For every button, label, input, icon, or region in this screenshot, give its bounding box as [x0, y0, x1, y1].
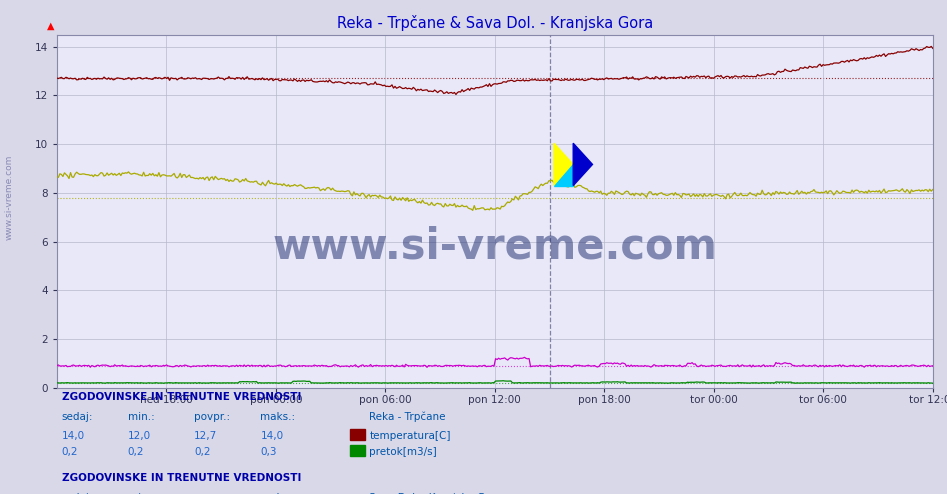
Polygon shape	[554, 165, 573, 186]
Text: pretok[m3/s]: pretok[m3/s]	[369, 447, 438, 457]
Text: 0,3: 0,3	[260, 447, 277, 457]
Text: ZGODOVINSKE IN TRENUTNE VREDNOSTI: ZGODOVINSKE IN TRENUTNE VREDNOSTI	[62, 473, 301, 483]
Text: 12,7: 12,7	[194, 431, 218, 441]
Text: 12,0: 12,0	[128, 431, 151, 441]
Text: Reka - Trpčane: Reka - Trpčane	[369, 412, 446, 422]
Text: ▲: ▲	[46, 21, 54, 31]
Text: www.si-vreme.com: www.si-vreme.com	[273, 225, 717, 268]
Text: temperatura[C]: temperatura[C]	[369, 431, 451, 441]
Text: povpr.:: povpr.:	[194, 493, 230, 494]
Polygon shape	[554, 143, 573, 186]
Text: maks.:: maks.:	[260, 412, 295, 422]
Text: sedaj:: sedaj:	[62, 493, 93, 494]
Text: sedaj:: sedaj:	[62, 412, 93, 422]
Text: min.:: min.:	[128, 493, 154, 494]
Text: povpr.:: povpr.:	[194, 412, 230, 422]
Text: www.si-vreme.com: www.si-vreme.com	[5, 155, 14, 240]
Title: Reka - Trpčane & Sava Dol. - Kranjska Gora: Reka - Trpčane & Sava Dol. - Kranjska Go…	[337, 15, 652, 31]
Text: ZGODOVINSKE IN TRENUTNE VREDNOSTI: ZGODOVINSKE IN TRENUTNE VREDNOSTI	[62, 392, 301, 402]
Polygon shape	[573, 143, 593, 186]
Text: min.:: min.:	[128, 412, 154, 422]
Text: 0,2: 0,2	[194, 447, 210, 457]
Text: Sava Dol. - Kranjska Gora: Sava Dol. - Kranjska Gora	[369, 493, 503, 494]
Text: 14,0: 14,0	[260, 431, 283, 441]
Text: 14,0: 14,0	[62, 431, 84, 441]
Text: 0,2: 0,2	[62, 447, 78, 457]
Text: maks.:: maks.:	[260, 493, 295, 494]
Text: 0,2: 0,2	[128, 447, 144, 457]
